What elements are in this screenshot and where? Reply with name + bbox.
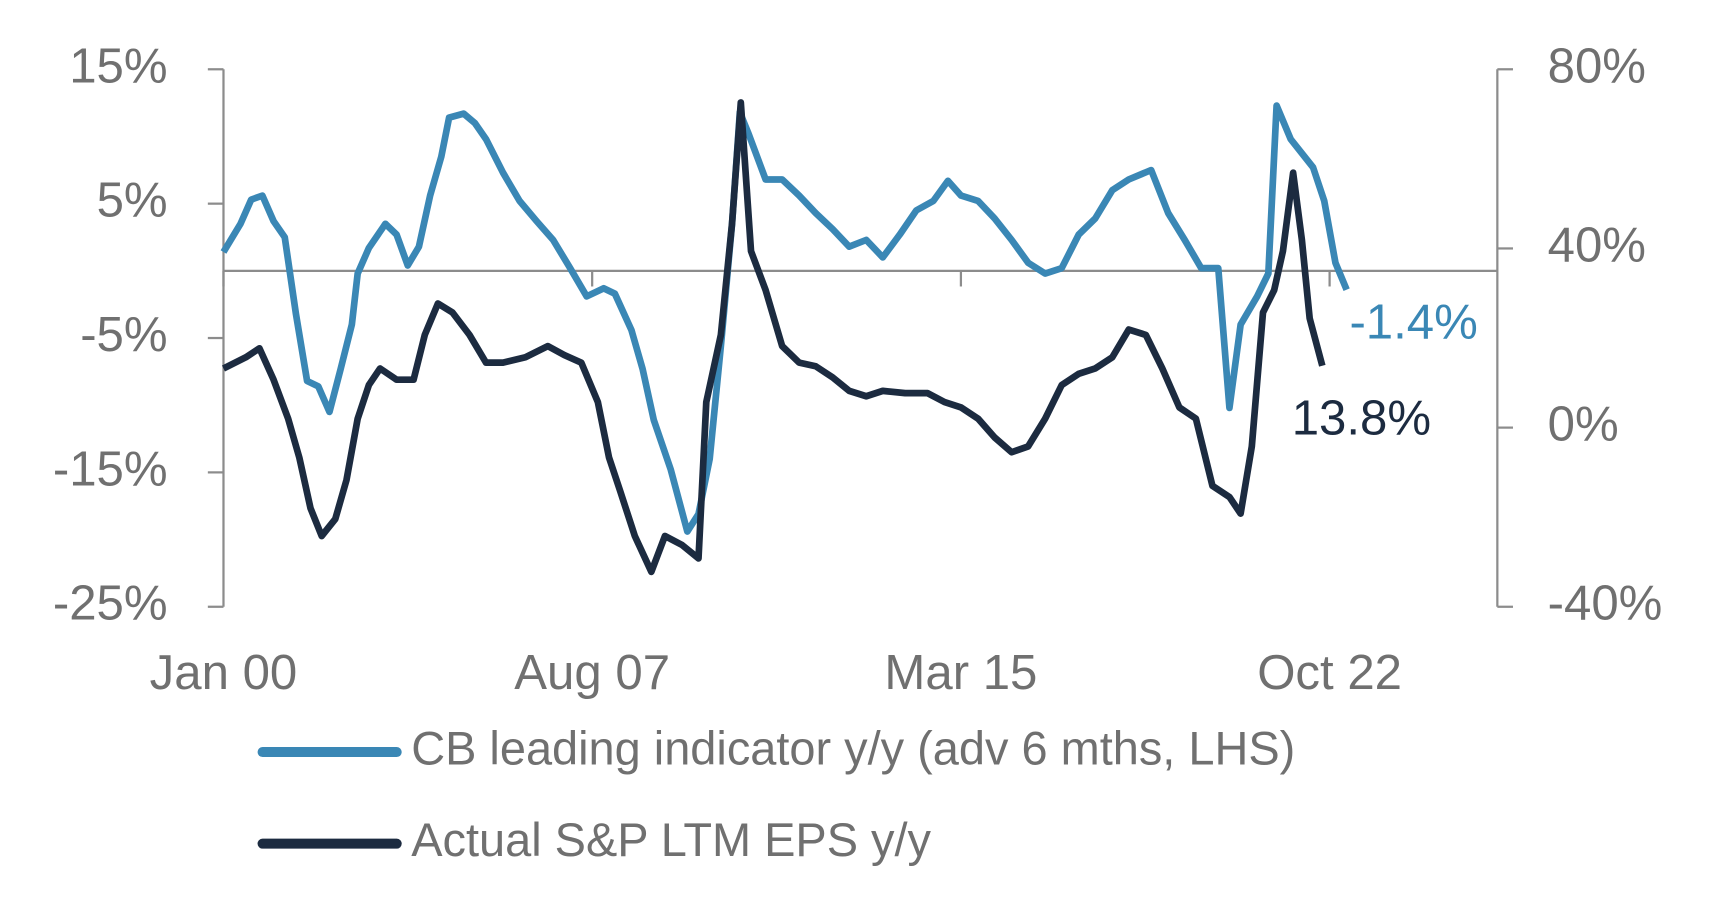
series-line bbox=[220, 102, 1350, 535]
y-tick-label: -15% bbox=[53, 441, 168, 496]
y-tick-label: 15% bbox=[69, 38, 167, 93]
x-tick-label: Aug 07 bbox=[514, 645, 670, 700]
x-tick-label: Jan 00 bbox=[150, 645, 298, 700]
y2-tick-label: -40% bbox=[1548, 576, 1663, 631]
axes: 15% 5% -5% -15% -25% 80% 40% 0% -40% Jan 00 Aug 07… bbox=[53, 38, 1663, 866]
y-tick-label: -5% bbox=[80, 307, 167, 362]
end-label: -1.4% bbox=[1349, 294, 1477, 349]
end-label: 13.8% bbox=[1292, 391, 1431, 446]
lines: -1.4% 13.8% bbox=[220, 99, 1478, 576]
y-tick-label: -25% bbox=[53, 576, 168, 631]
y2-tick-label: 0% bbox=[1548, 397, 1619, 452]
y-tick-label: 5% bbox=[97, 173, 168, 228]
y2-tick-label: 80% bbox=[1548, 38, 1646, 93]
legend-label: CB leading indicator y/y (adv 6 mths, LH… bbox=[411, 722, 1295, 774]
legend-label: Actual S&P LTM EPS y/y bbox=[411, 814, 931, 866]
x-tick-label: Mar 15 bbox=[884, 645, 1037, 700]
y2-tick-label: 40% bbox=[1548, 217, 1646, 272]
series-line bbox=[221, 99, 1326, 576]
x-tick-label: Oct 22 bbox=[1257, 645, 1402, 700]
